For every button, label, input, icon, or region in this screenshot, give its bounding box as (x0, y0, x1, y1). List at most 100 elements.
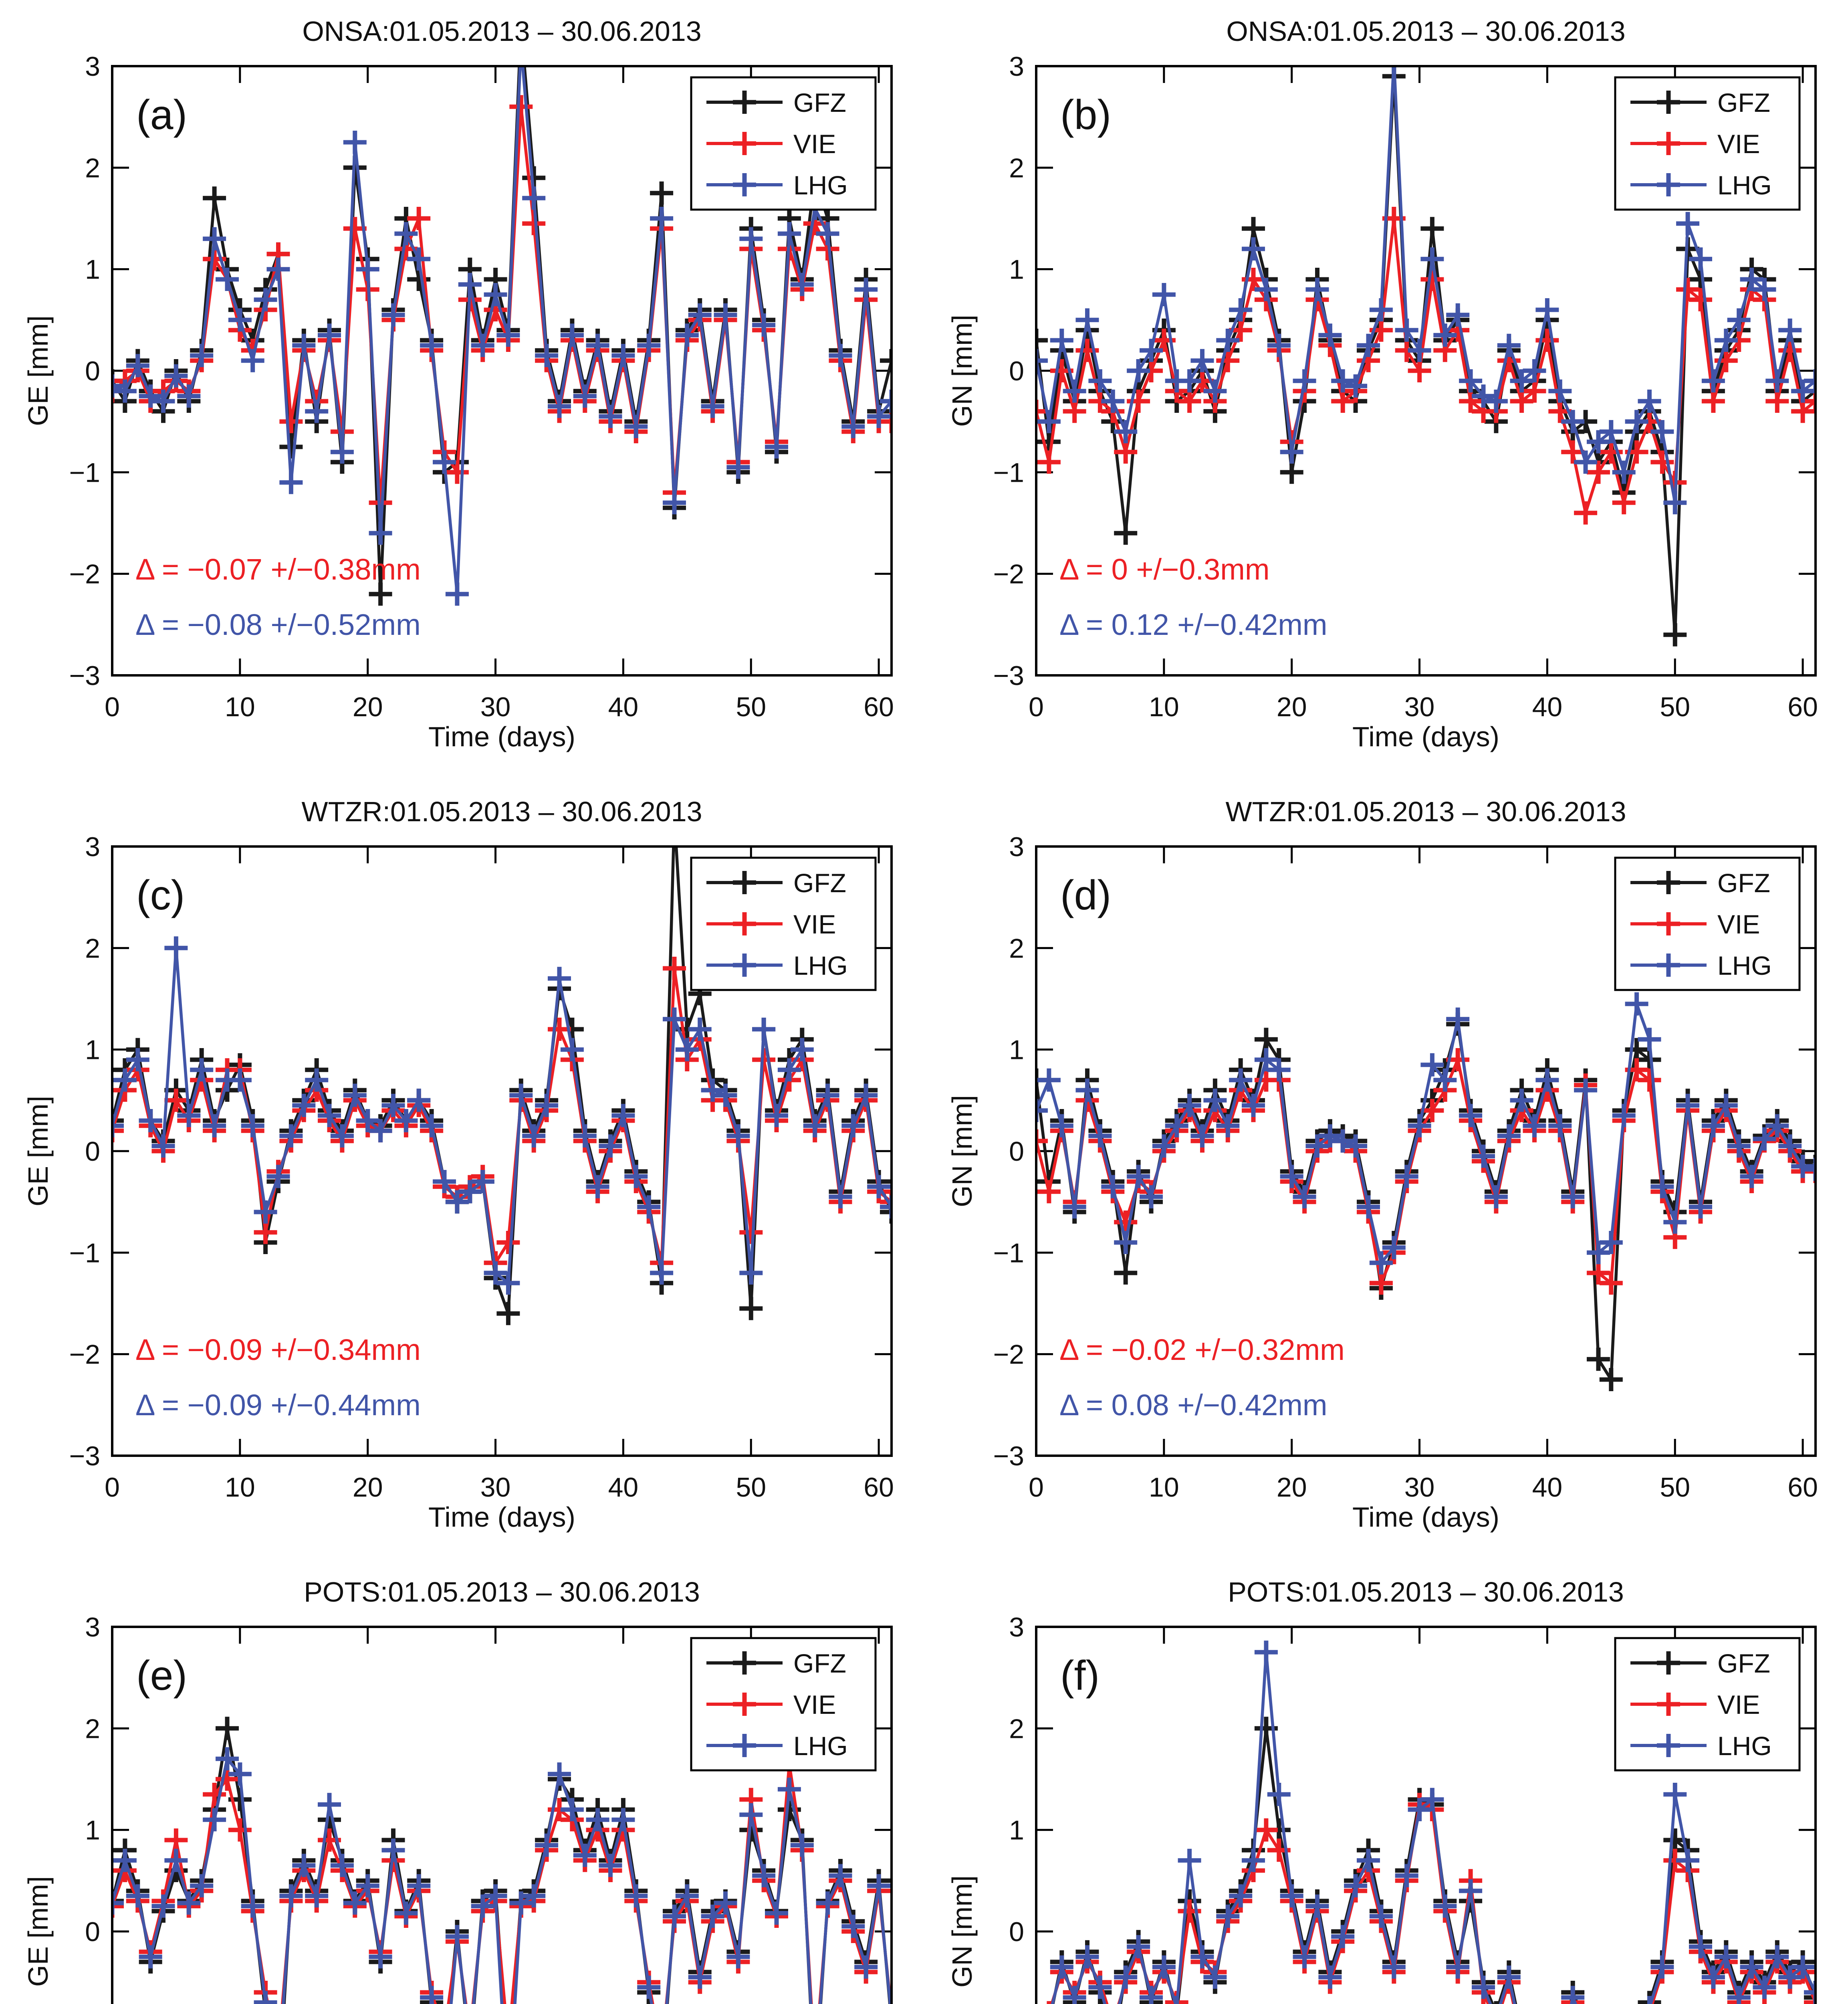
y-tick-label: −2 (69, 559, 100, 590)
y-tick-label: −3 (993, 1441, 1024, 1471)
panel-a-chart: 0 10 20 30 40 50 60 −3 −2 −1 0 1 2 3 GFZ VIE LHG (69, 51, 894, 722)
y-tick-label: 1 (1009, 1035, 1024, 1065)
y-tick-label: 0 (1009, 1136, 1024, 1167)
panel-letter: (c) (136, 872, 185, 919)
x-tick-label: 0 (105, 1472, 120, 1503)
legend-label-vie: VIE (793, 909, 836, 939)
series-line-lhg (1036, 1002, 1816, 1265)
legend-marker-vie (1657, 912, 1680, 935)
y-tick-label: 2 (1009, 933, 1024, 964)
axes-box (1035, 845, 1817, 1457)
y-tick-label: −3 (69, 661, 100, 691)
panel-a: 0 10 20 30 40 50 60 −3 −2 −1 0 1 2 3 GFZ VIE LHG ONSA:01… (0, 0, 924, 780)
y-tick-label: 0 (85, 1136, 100, 1167)
legend-marker-lhg (1657, 954, 1680, 977)
series-markers-lhg (112, 1747, 891, 2004)
delta-annotation-vie: Δ = 0 +/−0.3mm (1059, 553, 1270, 586)
panel-title: POTS:01.05.2013 – 30.06.2013 (304, 1576, 700, 1608)
panel-title: ONSA:01.05.2013 – 30.06.2013 (1226, 16, 1626, 47)
legend-marker-gfz (733, 91, 756, 114)
panel-c: 0 10 20 30 40 50 60 −3 −2 −1 0 1 2 3 GFZ VIE LHG WTZR:01… (0, 780, 924, 1561)
delta-annotation-lhg: Δ = −0.09 +/−0.44mm (135, 1388, 421, 1422)
y-tick-label: 3 (85, 1612, 100, 1642)
x-tick-label: 0 (1029, 692, 1044, 722)
x-tick-label: 10 (1149, 1472, 1179, 1503)
x-axis-label: Time (days) (428, 1501, 575, 1533)
x-tick-label: 40 (608, 1472, 639, 1503)
panel-b-chart: 0 10 20 30 40 50 60 −3 −2 −1 0 1 2 3 GFZ VIE LHG (993, 51, 1818, 722)
legend-label-vie: VIE (1717, 1690, 1760, 1719)
legend-marker-lhg (1657, 173, 1680, 196)
x-tick-label: 30 (480, 692, 511, 722)
y-tick-label: 3 (1009, 51, 1024, 82)
y-tick-label: 1 (1009, 1815, 1024, 1846)
x-tick-label: 30 (1404, 1472, 1435, 1503)
axes-box (111, 845, 893, 1457)
series-markers-lhg (112, 936, 892, 1295)
legend-label-lhg: LHG (1717, 951, 1772, 980)
legend-marker-vie (733, 132, 756, 155)
x-tick-label: 20 (353, 692, 383, 722)
x-tick-label: 60 (1787, 1472, 1818, 1503)
y-tick-label: 2 (85, 933, 100, 964)
y-tick-label: 0 (1009, 1917, 1024, 1947)
legend-label-vie: VIE (793, 1690, 836, 1719)
x-tick-label: 50 (1660, 1472, 1690, 1503)
x-tick-label: 10 (225, 692, 255, 722)
axes-box (111, 1626, 893, 2004)
delta-annotation-vie: Δ = −0.02 +/−0.32mm (1059, 1333, 1345, 1366)
axes-box (1035, 65, 1817, 677)
y-tick-label: 0 (85, 1917, 100, 1947)
panel-title: ONSA:01.05.2013 – 30.06.2013 (302, 16, 702, 47)
y-tick-label: 0 (85, 356, 100, 386)
x-tick-label: 30 (480, 1472, 511, 1503)
legend-marker-vie (733, 912, 756, 935)
panel-title: POTS:01.05.2013 – 30.06.2013 (1228, 1576, 1624, 1608)
axes-box (1035, 1626, 1817, 2004)
x-tick-label: 20 (353, 1472, 383, 1503)
legend-label-gfz: GFZ (793, 868, 846, 898)
x-axis-label: Time (days) (1352, 721, 1499, 752)
panel-title: WTZR:01.05.2013 – 30.06.2013 (301, 796, 702, 827)
y-axis-label: GN [mm] (946, 1875, 978, 1988)
legend-marker-gfz (1657, 1651, 1680, 1675)
y-tick-label: 1 (85, 255, 100, 285)
x-tick-label: 50 (736, 1472, 766, 1503)
y-tick-label: −1 (993, 457, 1024, 488)
y-tick-label: 3 (1009, 832, 1024, 862)
panel-letter: (f) (1060, 1652, 1100, 1699)
legend-marker-lhg (1657, 1734, 1680, 1757)
delta-annotation-vie: Δ = −0.09 +/−0.34mm (135, 1333, 421, 1366)
legend-marker-vie (1657, 132, 1680, 155)
y-tick-label: 1 (85, 1035, 100, 1065)
x-tick-label: 50 (1660, 692, 1690, 722)
x-tick-label: 10 (225, 1472, 255, 1503)
legend-label-gfz: GFZ (1717, 1648, 1770, 1678)
legend-marker-gfz (1657, 871, 1680, 894)
x-tick-label: 0 (1029, 1472, 1044, 1503)
y-tick-label: −3 (993, 661, 1024, 691)
x-axis-label: Time (days) (428, 721, 575, 752)
panel-title: WTZR:01.05.2013 – 30.06.2013 (1225, 796, 1626, 827)
legend-label-gfz: GFZ (793, 1648, 846, 1678)
x-tick-label: 30 (1404, 692, 1435, 722)
panel-c-chart: 0 10 20 30 40 50 60 −3 −2 −1 0 1 2 3 GFZ VIE LHG (69, 832, 894, 1503)
x-tick-label: 60 (863, 1472, 894, 1503)
y-tick-label: 0 (1009, 356, 1024, 386)
x-axis-label: Time (days) (1352, 1501, 1499, 1533)
y-tick-label: 1 (85, 1815, 100, 1846)
y-axis-label: GN [mm] (946, 1095, 978, 1207)
panel-letter: (a) (136, 92, 188, 138)
panel-letter: (b) (1060, 92, 1112, 138)
panel-b: 0 10 20 30 40 50 60 −3 −2 −1 0 1 2 3 GFZ VIE LHG ONSA:01… (924, 0, 1848, 780)
legend-label-lhg: LHG (793, 1731, 848, 1761)
series-markers-lhg (1036, 992, 1816, 1275)
y-tick-label: −3 (69, 1441, 100, 1471)
x-tick-label: 60 (863, 692, 894, 722)
x-tick-label: 40 (1532, 692, 1563, 722)
y-tick-label: 3 (1009, 1612, 1024, 1642)
